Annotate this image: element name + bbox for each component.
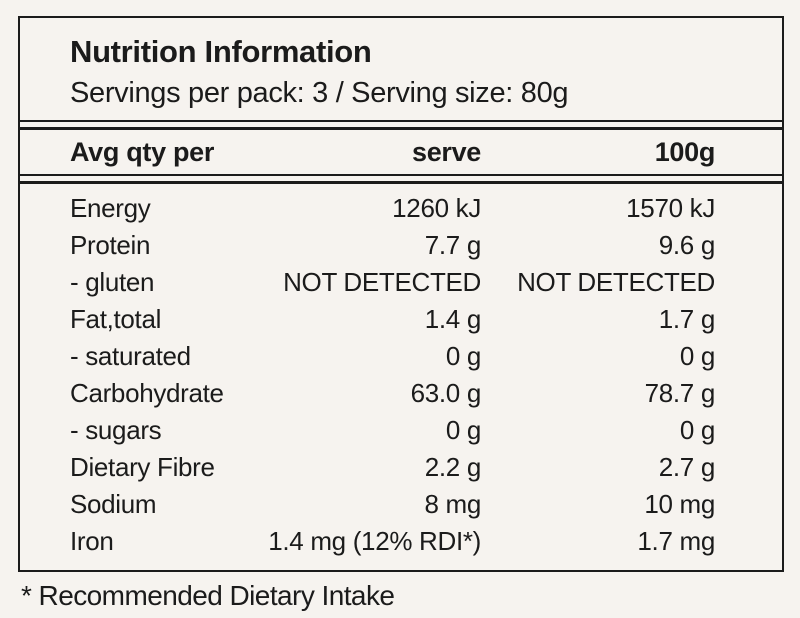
per-serve-value: 8 mg [424,489,481,519]
column-header-row: Avg qty per serve 100g [20,127,782,176]
per-100g-value: 78.7 g [644,378,716,408]
per-serve-value: 2.2 g [424,452,482,482]
per-serve-value: 63.0 g [410,378,482,408]
per-100g-value: 9.6 g [658,230,716,260]
nutrient-label: Energy [70,193,151,223]
column-header-avg-qty-per: Avg qty per [70,137,215,167]
nutrient-label: - saturated [70,341,191,371]
header-section: Nutrition Information Servings per pack:… [20,18,782,122]
per-100g-value: 1.7 mg [637,526,715,556]
nutrient-label: Protein [70,230,151,260]
nutrient-label: - gluten [70,267,155,297]
nutrient-label: - sugars [70,415,162,445]
rdi-footnote: * Recommended Dietary Intake [21,580,395,611]
nutrient-label: Carbohydrate [70,378,224,408]
column-header-100g: 100g [654,137,716,167]
table-row: Iron 1.4 mg (12% RDI*) 1.7 mg [20,523,782,560]
per-100g-value: NOT DETECTED [517,267,715,297]
per-serve-value: NOT DETECTED [283,267,481,297]
nutrient-label: Iron [70,526,114,556]
per-serve-value: 0 g [445,415,482,445]
per-100g-value: 10 mg [644,489,715,519]
table-row: Sodium 8 mg 10 mg [20,486,782,523]
per-100g-value: 2.7 g [658,452,716,482]
table-row: Energy 1260 kJ 1570 kJ [20,190,782,227]
table-row: - gluten NOT DETECTED NOT DETECTED [20,264,782,301]
table-row: Carbohydrate 63.0 g 78.7 g [20,375,782,412]
per-100g-value: 1570 kJ [626,193,715,223]
per-serve-value: 0 g [445,341,482,371]
column-header-serve: serve [412,137,481,167]
nutrient-label: Sodium [70,489,157,519]
table-row: Fat,total 1.4 g 1.7 g [20,301,782,338]
nutrient-label: Dietary Fibre [70,452,215,482]
servings-line: Servings per pack: 3 / Serving size: 80g [70,77,569,109]
per-serve-value: 1.4 mg (12% RDI*) [268,526,481,556]
nutrient-label: Fat,total [70,304,162,334]
per-100g-value: 0 g [679,415,716,445]
per-100g-value: 1.7 g [658,304,716,334]
panel-title: Nutrition Information [70,34,372,69]
per-serve-value: 1260 kJ [392,193,481,223]
table-row: - sugars 0 g 0 g [20,412,782,449]
per-100g-value: 0 g [679,341,716,371]
table-row: Dietary Fibre 2.2 g 2.7 g [20,449,782,486]
nutrition-table-body: Energy 1260 kJ 1570 kJ Protein 7.7 g 9.6… [20,181,782,560]
per-serve-value: 7.7 g [424,230,482,260]
table-row: Protein 7.7 g 9.6 g [20,227,782,264]
table-row: - saturated 0 g 0 g [20,338,782,375]
nutrition-label-panel: Nutrition Information Servings per pack:… [18,16,784,572]
per-serve-value: 1.4 g [424,304,482,334]
